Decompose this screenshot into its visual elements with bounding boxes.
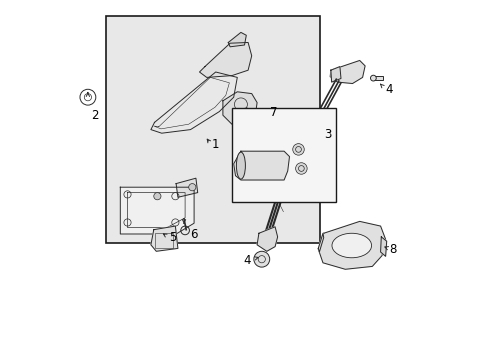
Text: 4: 4 — [385, 83, 392, 96]
Text: 4: 4 — [243, 254, 250, 267]
Bar — [231, 108, 336, 202]
Text: 8: 8 — [388, 243, 396, 256]
Polygon shape — [228, 32, 246, 47]
Text: 6: 6 — [189, 228, 197, 240]
Polygon shape — [329, 60, 365, 84]
Text: 3: 3 — [323, 129, 330, 141]
Bar — [155, 233, 173, 248]
Polygon shape — [257, 227, 277, 251]
Polygon shape — [223, 92, 257, 124]
Text: 5: 5 — [168, 231, 176, 244]
Ellipse shape — [331, 233, 371, 258]
Text: 7: 7 — [269, 106, 277, 119]
Ellipse shape — [236, 152, 245, 179]
Polygon shape — [233, 151, 289, 180]
Polygon shape — [318, 233, 323, 252]
Polygon shape — [176, 178, 197, 197]
Circle shape — [253, 251, 269, 267]
Polygon shape — [199, 42, 251, 77]
Polygon shape — [151, 72, 237, 133]
Polygon shape — [292, 150, 307, 170]
Polygon shape — [151, 226, 178, 251]
Polygon shape — [318, 221, 385, 269]
Circle shape — [188, 184, 196, 191]
Polygon shape — [380, 237, 386, 256]
Polygon shape — [120, 187, 194, 234]
Bar — [373, 76, 383, 80]
Bar — [106, 16, 320, 243]
Polygon shape — [330, 67, 340, 82]
Text: 2: 2 — [91, 109, 99, 122]
Text: 1: 1 — [211, 138, 219, 151]
Circle shape — [370, 75, 375, 81]
Circle shape — [153, 193, 161, 200]
Circle shape — [292, 144, 304, 155]
Circle shape — [295, 163, 306, 174]
